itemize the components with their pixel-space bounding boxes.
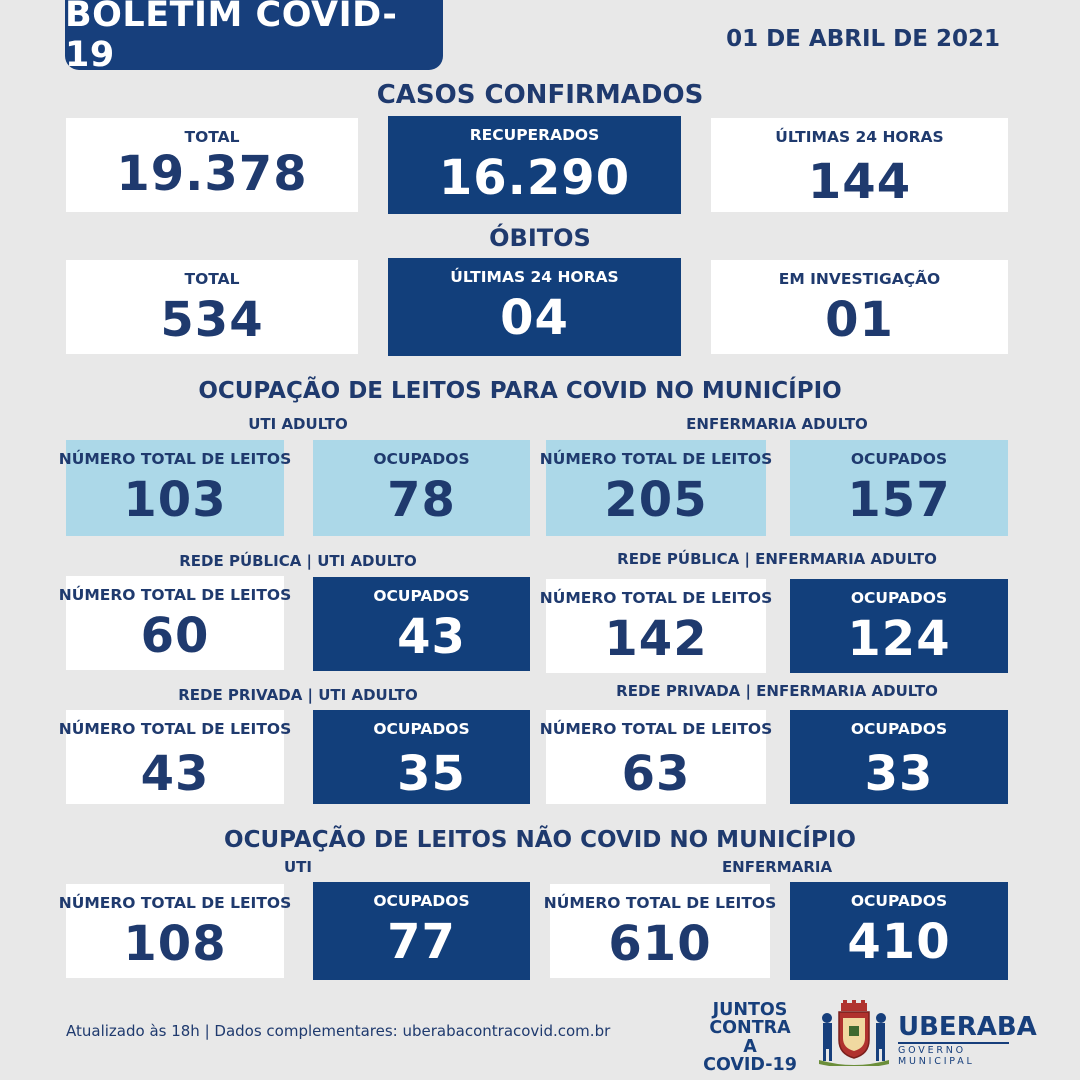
publica-uti-ocupados-card: OCUPADOS 43 [313, 577, 530, 671]
casos-total-value: 19.378 [116, 146, 308, 202]
publica-enf-total-label: NÚMERO TOTAL DE LEITOS [539, 589, 773, 607]
publica-uti-total-card: NÚMERO TOTAL DE LEITOS 60 [59, 576, 291, 670]
uberaba-coat-of-arms-icon [819, 1000, 889, 1066]
covid-uti-total-label: NÚMERO TOTAL DE LEITOS [58, 450, 292, 468]
obitos-total-label: TOTAL [184, 270, 240, 288]
privada-uti-ocupados-label: OCUPADOS [373, 720, 470, 738]
obitos-total-value: 534 [160, 292, 264, 348]
nao-covid-uti-total-label: NÚMERO TOTAL DE LEITOS [58, 894, 292, 912]
nao-covid-uti-label: UTI [284, 858, 312, 876]
covid-uti-ocupados-label: OCUPADOS [373, 450, 470, 468]
publica-uti-label: REDE PÚBLICA | UTI ADULTO [179, 552, 417, 570]
privada-uti-total-value: 43 [140, 746, 210, 802]
privada-enf-ocupados-label: OCUPADOS [850, 720, 948, 738]
privada-enf-total-card: NÚMERO TOTAL DE LEITOS 63 [540, 710, 772, 804]
covid-uti-label: UTI ADULTO [248, 415, 348, 433]
covid-enf-total-label: NÚMERO TOTAL DE LEITOS [539, 450, 773, 468]
nao-covid-uti-ocupados-label: OCUPADOS [373, 892, 470, 910]
privada-enf-ocupados-card: OCUPADOS 33 [790, 710, 1008, 804]
nao-covid-enf-total-card: NÚMERO TOTAL DE LEITOS 610 [544, 884, 776, 978]
covid-leitos-title: OCUPAÇÃO DE LEITOS PARA COVID NO MUNICÍP… [198, 378, 842, 404]
nao-covid-enf-ocupados-label: OCUPADOS [850, 892, 948, 910]
nao-covid-enf-total-value: 610 [608, 916, 712, 972]
nao-covid-enf-ocupados-value: 410 [847, 914, 951, 970]
covid-enf-ocupados-card: OCUPADOS 157 [790, 440, 1008, 536]
bulletin-title: BOLETIM COVID-19 [65, 0, 398, 75]
privada-enf-ocupados-value: 33 [864, 746, 934, 802]
covid-enf-label: ENFERMARIA ADULTO [686, 415, 868, 433]
covid-uti-ocupados-value: 78 [387, 472, 456, 528]
uberaba-wordmark: UBERABA [898, 1012, 1037, 1042]
juntos-line-1: JUNTOS [712, 1000, 788, 1020]
bulletin-title-banner: BOLETIM COVID-19 [65, 0, 443, 75]
covid-uti-total-card: NÚMERO TOTAL DE LEITOS 103 [59, 440, 291, 536]
obitos-total-card: TOTAL 534 [66, 260, 358, 354]
casos-ultimas-value: 144 [807, 154, 912, 210]
juntos-contra-covid-logo: JUNTOS CONTRA A COVID-19 [700, 1001, 800, 1075]
covid-enf-ocupados-label: OCUPADOS [850, 450, 948, 468]
covid-enf-total-card: NÚMERO TOTAL DE LEITOS 205 [540, 440, 772, 536]
publica-enf-label: REDE PÚBLICA | ENFERMARIA ADULTO [617, 550, 937, 568]
casos-title: CASOS CONFIRMADOS [376, 80, 704, 110]
privada-uti-ocupados-card: OCUPADOS 35 [313, 710, 530, 804]
casos-recuperados-card: RECUPERADOS 16.290 [388, 116, 681, 214]
casos-total-label: TOTAL [184, 128, 240, 146]
privada-uti-total-card: NÚMERO TOTAL DE LEITOS 43 [59, 710, 291, 804]
nao-covid-enf-ocupados-card: OCUPADOS 410 [790, 882, 1008, 980]
nao-covid-uti-ocupados-card: OCUPADOS 77 [313, 882, 530, 980]
privada-uti-ocupados-value: 35 [397, 746, 466, 802]
nao-covid-uti-total-card: NÚMERO TOTAL DE LEITOS 108 [59, 884, 291, 978]
publica-enf-ocupados-card: OCUPADOS 124 [790, 579, 1008, 673]
nao-covid-uti-ocupados-value: 77 [387, 914, 456, 970]
nao-covid-title: OCUPAÇÃO DE LEITOS NÃO COVID NO MUNICÍPI… [224, 827, 856, 853]
privada-uti-label: REDE PRIVADA | UTI ADULTO [178, 686, 418, 704]
juntos-line-2: CONTRA A [709, 1018, 791, 1057]
covid-uti-total-value: 103 [123, 472, 227, 528]
publica-uti-ocupados-value: 43 [397, 609, 466, 665]
casos-ultimas-card: ÚLTIMAS 24 HORAS 144 [711, 118, 1008, 212]
publica-enf-ocupados-value: 124 [847, 611, 951, 667]
covid-enf-total-value: 205 [604, 472, 708, 528]
nao-covid-enf-total-label: NÚMERO TOTAL DE LEITOS [543, 894, 777, 912]
casos-recuperados-value: 16.290 [438, 150, 631, 206]
casos-total-card: TOTAL 19.378 [66, 118, 358, 212]
privada-enf-total-label: NÚMERO TOTAL DE LEITOS [539, 720, 773, 738]
obitos-title: ÓBITOS [489, 224, 591, 252]
juntos-line-3: COVID-19 [703, 1055, 797, 1076]
privada-uti-total-label: NÚMERO TOTAL DE LEITOS [58, 720, 292, 738]
nao-covid-enf-label: ENFERMARIA [721, 858, 833, 876]
publica-enf-total-card: NÚMERO TOTAL DE LEITOS 142 [540, 579, 772, 673]
obitos-ultimas-label: ÚLTIMAS 24 HORAS [450, 268, 619, 286]
footer-note: Atualizado às 18h | Dados complementares… [66, 1022, 611, 1040]
obitos-investigacao-label: EM INVESTIGAÇÃO [778, 270, 941, 288]
bulletin-date: 01 DE ABRIL DE 2021 [726, 26, 1000, 52]
publica-uti-total-label: NÚMERO TOTAL DE LEITOS [58, 586, 292, 604]
publica-enf-total-value: 142 [604, 611, 708, 667]
publica-uti-ocupados-label: OCUPADOS [373, 587, 470, 605]
casos-ultimas-label: ÚLTIMAS 24 HORAS [775, 128, 944, 146]
obitos-ultimas-card: ÚLTIMAS 24 HORAS 04 [388, 258, 681, 356]
covid-enf-ocupados-value: 157 [847, 472, 951, 528]
publica-uti-total-value: 60 [140, 608, 210, 664]
governo-municipal-label: GOVERNO MUNICIPAL [898, 1042, 1009, 1067]
privada-enf-total-value: 63 [621, 746, 691, 802]
casos-recuperados-label: RECUPERADOS [469, 126, 600, 144]
covid-uti-ocupados-card: OCUPADOS 78 [313, 440, 530, 536]
privada-enf-label: REDE PRIVADA | ENFERMARIA ADULTO [616, 682, 938, 700]
nao-covid-uti-total-value: 108 [123, 916, 227, 972]
obitos-investigacao-value: 01 [825, 292, 894, 348]
publica-enf-ocupados-label: OCUPADOS [850, 589, 948, 607]
obitos-ultimas-value: 04 [500, 290, 569, 346]
obitos-investigacao-card: EM INVESTIGAÇÃO 01 [711, 260, 1008, 354]
